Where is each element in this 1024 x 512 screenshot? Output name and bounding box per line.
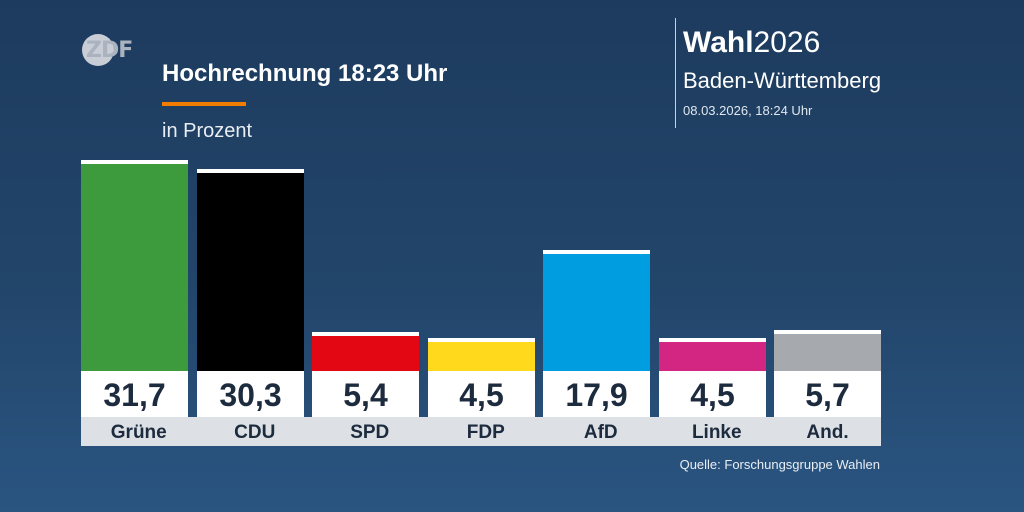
zdf-logo: ZDF <box>82 34 138 68</box>
category-label: And. <box>774 417 881 446</box>
value-label: 5,7 <box>774 371 881 417</box>
category-label: CDU <box>197 417 313 446</box>
title-accent-line <box>162 102 246 106</box>
timestamp: 08.03.2026, 18:24 Uhr <box>683 103 813 118</box>
category-label: Grüne <box>81 417 197 446</box>
brand-year: 2026 <box>753 26 821 59</box>
region-name: Baden-Württemberg <box>683 68 882 93</box>
brand-bold: Wahl <box>683 26 754 59</box>
value-label: 31,7 <box>81 371 188 417</box>
zdf-logo-circle-icon <box>82 34 114 66</box>
category-label: SPD <box>312 417 428 446</box>
bar-top-line <box>197 169 304 173</box>
source-note: Quelle: Forschungsgruppe Wahlen <box>679 457 880 472</box>
category-label: AfD <box>543 417 659 446</box>
bar-top-line <box>428 338 535 342</box>
bar-top-line <box>81 160 188 164</box>
page-title: Hochrechnung 18:23 Uhr <box>162 60 448 87</box>
bar-7 <box>774 334 881 371</box>
brand-title: Wahl2026 <box>683 26 820 60</box>
value-label: 30,3 <box>197 371 304 417</box>
bar-5 <box>543 254 650 371</box>
value-label: 5,4 <box>312 371 419 417</box>
bar-top-line <box>774 330 881 334</box>
value-label: 17,9 <box>543 371 650 417</box>
bar-top-line <box>312 332 419 336</box>
unit-label: in Prozent <box>162 120 253 142</box>
bar-1 <box>81 164 188 371</box>
bar-top-line <box>659 338 766 342</box>
bar-6 <box>659 342 766 371</box>
zdf-logo-text: ZDF <box>86 38 133 63</box>
value-label: 4,5 <box>428 371 535 417</box>
bar-2 <box>197 173 304 371</box>
header-divider <box>675 18 676 128</box>
value-label: 4,5 <box>659 371 766 417</box>
bar-4 <box>428 342 535 371</box>
bar-top-line <box>543 250 650 254</box>
category-label: Linke <box>659 417 775 446</box>
bar-3 <box>312 336 419 371</box>
category-label: FDP <box>428 417 544 446</box>
